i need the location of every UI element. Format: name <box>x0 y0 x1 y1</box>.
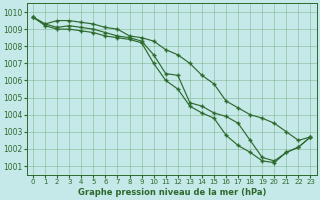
X-axis label: Graphe pression niveau de la mer (hPa): Graphe pression niveau de la mer (hPa) <box>77 188 266 197</box>
